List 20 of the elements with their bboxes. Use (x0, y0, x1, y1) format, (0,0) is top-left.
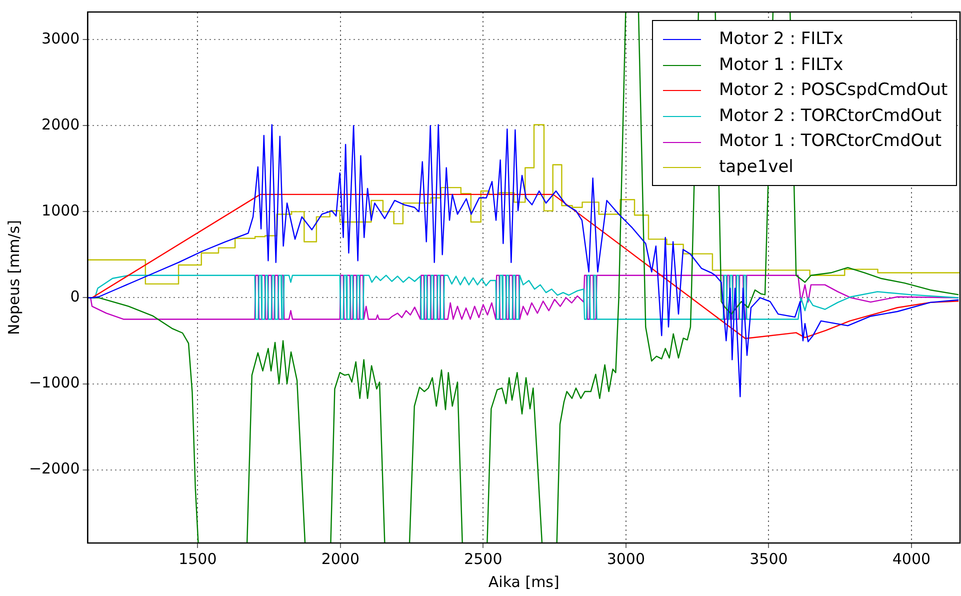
x-tick-label: 2500 (464, 550, 502, 568)
y-tick-label: 2000 (42, 115, 80, 134)
legend-label: Motor 2 : POSCspdCmdOut (719, 79, 948, 102)
y-tick-label: 0 (70, 288, 80, 306)
y-axis-title: Nopeus [mm/s] (4, 220, 23, 336)
legend-label: Motor 2 : FILTx (719, 28, 844, 51)
x-tick-label: 4000 (892, 550, 931, 568)
y-tick-label: 1000 (42, 202, 80, 220)
y-tick-label: −2000 (28, 460, 80, 478)
x-tick-label: 3000 (606, 550, 646, 568)
x-tick-label: 3500 (750, 550, 788, 568)
y-tick-label: −1000 (28, 374, 80, 392)
legend-label: tape1vel (719, 156, 794, 179)
x-tick-label: 2000 (321, 550, 360, 568)
y-tick-label: 3000 (42, 29, 80, 48)
x-axis-title: Aika [ms] (488, 572, 560, 591)
legend-label: Motor 2 : TORCtorCmdOut (719, 104, 942, 128)
legend-label: Motor 1 : TORCtorCmdOut (719, 130, 942, 154)
legend-label: Motor 1 : FILTx (719, 54, 844, 77)
x-tick-label: 1500 (178, 550, 217, 568)
